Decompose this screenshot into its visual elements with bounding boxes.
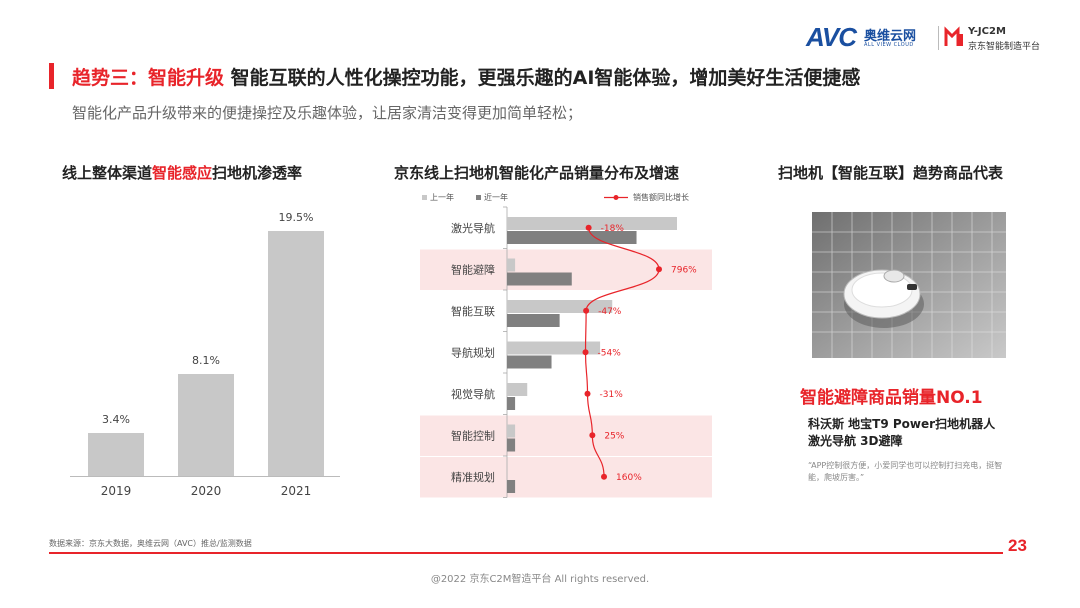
growth-value-label: -47% <box>598 307 622 317</box>
left-bar-chart: 3.4% 2019 8.1% 2020 19.5% 2021 <box>70 200 350 510</box>
left-chart-baseline <box>70 476 340 477</box>
left-x-tick-label: 2021 <box>280 484 312 498</box>
left-bar-2021 <box>268 231 324 476</box>
jd-logo-icon <box>944 26 963 46</box>
middle-bar-line-chart: 上一年 近一年 销售额同比增长激光导航智能避障智能互联导航规划视觉导航智能控制精准规… <box>420 192 712 498</box>
bar-prev-year <box>507 341 601 355</box>
avc-logo-en: ALL VIEW CLOUD <box>864 42 914 48</box>
robot-vacuum-product-image <box>812 212 1006 358</box>
y-tick-label: 视觉导航 <box>451 387 495 401</box>
growth-value-label: -18% <box>601 224 625 234</box>
product-headline: 智能避障商品销量NO.1 <box>800 388 983 408</box>
middle-chart-title: 京东线上扫地机智能化产品销量分布及增速 <box>394 164 680 182</box>
growth-value-label: 160% <box>616 473 642 483</box>
growth-point <box>583 307 590 314</box>
right-section-title: 扫地机【智能互联】趋势商品代表 <box>778 164 1004 182</box>
legend-label-prev-year: 上一年 <box>430 192 454 202</box>
page-subtitle: 智能化产品升级带来的便捷操控及乐趣体验，让居家清洁变得更加简单轻松； <box>72 104 583 122</box>
copyright-notice: @2022 京东C2M智造平台 All rights reserved. <box>430 574 650 585</box>
title-accent-bar <box>49 63 54 89</box>
page-title-rest: 智能互联的人性化操控功能，更强乐趣的AI智能体验，增加美好生活便捷感 <box>224 67 861 89</box>
y-tick-label: 智能互联 <box>451 304 495 318</box>
avc-logo-word: AVC <box>806 22 857 52</box>
product-features: 激光导航 3D避障 <box>808 434 903 448</box>
bar-prev-year <box>507 300 613 313</box>
legend-swatch-recent-year <box>476 195 481 200</box>
left-bar-value-label: 19.5% <box>278 211 314 225</box>
bar-recent-year <box>507 397 516 410</box>
left-bar-2019 <box>88 433 144 476</box>
jd-logo-subtitle: 京东智能制造平台 <box>968 42 1041 52</box>
y-tick-label: 智能避障 <box>451 262 495 276</box>
legend-marker-growth <box>613 195 619 200</box>
legend-label-recent-year: 近一年 <box>484 192 508 202</box>
highlight-band-智能控制 <box>420 415 712 456</box>
growth-point <box>589 432 596 439</box>
footer-divider <box>49 552 1003 554</box>
bar-prev-year <box>507 217 677 230</box>
left-bar-value-label: 3.4% <box>102 413 130 427</box>
product-name: 科沃斯 地宝T9 Power扫地机器人 <box>808 417 996 431</box>
logo-divider <box>938 26 939 50</box>
bar-recent-year <box>507 314 560 327</box>
bar-recent-year <box>507 438 516 452</box>
left-title-part-b: 扫地机渗透率 <box>212 164 303 182</box>
left-title-part-a: 线上整体渠道 <box>62 164 153 182</box>
left-chart-title: 线上整体渠道智能感应扫地机渗透率 <box>62 162 302 183</box>
legend-label-growth: 销售额同比增长 <box>633 192 689 202</box>
bar-prev-year <box>507 424 516 438</box>
jd-logo-title: Y-JC2M <box>968 26 1006 37</box>
avc-logo: AVC 奥维云网 ALL VIEW CLOUD <box>806 22 936 52</box>
page-title-prefix: 趋势三：智能升级 <box>72 67 225 89</box>
growth-point <box>585 224 592 231</box>
growth-point <box>584 390 591 397</box>
avc-logo-cn: 奥维云网 <box>864 29 917 44</box>
growth-point <box>582 349 589 356</box>
bar-recent-year <box>507 355 552 369</box>
y-tick-label: 智能控制 <box>451 428 495 442</box>
left-bar-2020 <box>178 374 234 476</box>
bar-recent-year <box>507 231 637 244</box>
left-x-tick-label: 2020 <box>190 484 222 498</box>
highlight-band-精准规划 <box>420 457 712 498</box>
y-tick-label: 导航规划 <box>451 345 495 359</box>
growth-value-label: -31% <box>600 390 624 400</box>
left-x-tick-label: 2019 <box>100 484 132 498</box>
data-source-note: 数据来源：京东大数据，奥维云网（AVC）推总/监测数据 <box>49 539 252 548</box>
bar-prev-year <box>507 383 528 396</box>
bar-prev-year <box>507 258 516 272</box>
legend-swatch-prev-year <box>422 195 427 200</box>
growth-value-label: -54% <box>598 348 622 358</box>
y-tick-label: 激光导航 <box>451 221 495 235</box>
page-title: 趋势三：智能升级 智能互联的人性化操控功能，更强乐趣的AI智能体验，增加美好生活… <box>72 63 860 90</box>
page-number: 23 <box>1008 536 1027 555</box>
growth-value-label: 25% <box>604 431 624 441</box>
bar-recent-year <box>507 480 516 493</box>
y-tick-label: 精准规划 <box>451 470 495 484</box>
growth-point <box>656 266 662 273</box>
left-bar-value-label: 8.1% <box>192 354 220 368</box>
left-title-highlight: 智能感应 <box>152 164 213 182</box>
jd-c2m-logo: Y-JC2M 京东智能制造平台 <box>944 24 1054 52</box>
growth-value-label: 796% <box>671 265 697 275</box>
product-review-quote: “APP控制很方便，小爱同学也可以控制打扫充电，挺智能，爬坡厉害。” <box>808 461 1003 482</box>
growth-point <box>601 473 608 480</box>
bar-recent-year <box>507 272 572 286</box>
